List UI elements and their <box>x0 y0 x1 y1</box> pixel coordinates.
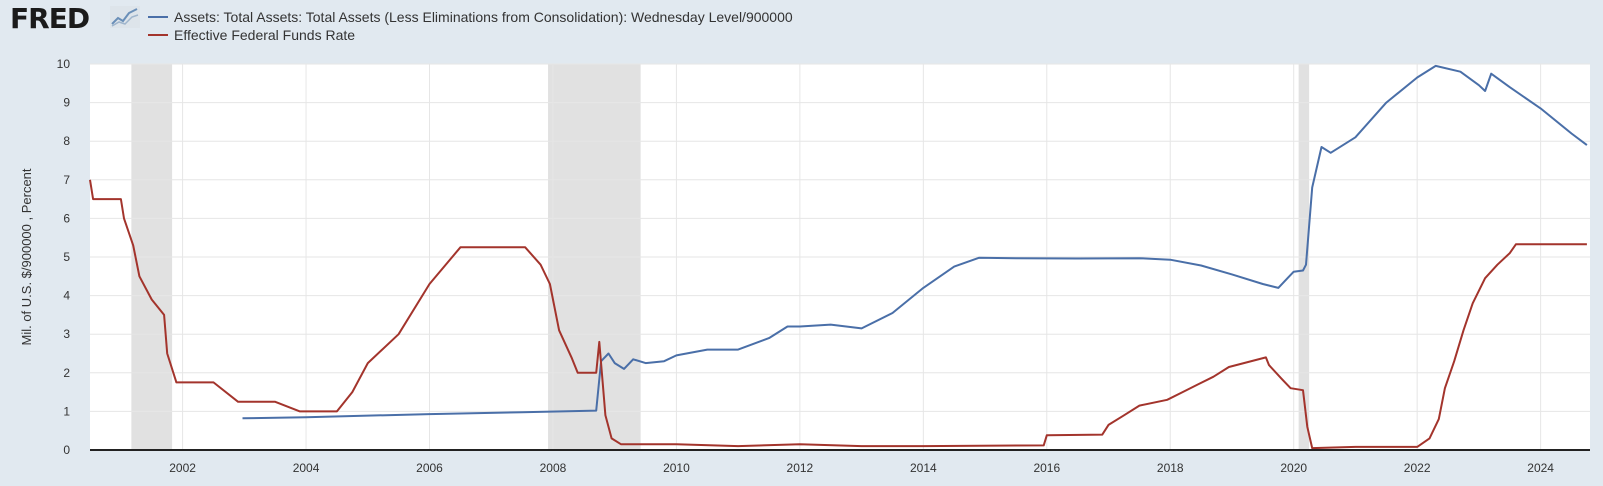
y-tick-label: 1 <box>63 404 70 418</box>
legend-item-fedfunds[interactable]: Effective Federal Funds Rate <box>148 26 793 44</box>
series-line-fedfunds[interactable] <box>89 179 1587 450</box>
x-tick-label: 2020 <box>1280 461 1307 475</box>
x-axis-ticks: 2002 2004 2006 2008 2010 2012 2014 2016 2018 2020… <box>169 461 1554 475</box>
legend-item-assets[interactable]: Assets: Total Assets: Total Assets (Less… <box>148 8 793 26</box>
x-tick-label: 2004 <box>293 461 320 475</box>
y-tick-label: 6 <box>63 211 70 225</box>
y-tick-label: 3 <box>63 327 70 341</box>
x-tick-label: 2022 <box>1404 461 1431 475</box>
gridlines <box>90 63 1590 450</box>
x-tick-label: 2010 <box>663 461 690 475</box>
y-tick-label: 10 <box>57 57 71 71</box>
series-lines <box>89 64 1588 450</box>
y-tick-label: 5 <box>63 250 70 264</box>
x-tick-label: 2006 <box>416 461 443 475</box>
x-tick-label: 2014 <box>910 461 937 475</box>
y-tick-label: 2 <box>63 366 70 380</box>
y-tick-label: 4 <box>63 289 70 303</box>
y-tick-label: 0 <box>63 443 70 457</box>
y-tick-label: 7 <box>63 173 70 187</box>
legend-swatch-assets <box>148 16 168 18</box>
y-tick-label: 9 <box>63 96 70 110</box>
x-tick-label: 2002 <box>169 461 196 475</box>
y-axis-ticks: 0 1 2 3 4 5 6 7 8 9 10 <box>57 57 71 457</box>
y-tick-label: 8 <box>63 134 70 148</box>
legend-label-assets: Assets: Total Assets: Total Assets (Less… <box>174 9 793 25</box>
x-tick-label: 2008 <box>540 461 567 475</box>
series-line-assets[interactable] <box>242 64 1588 420</box>
x-tick-label: 2012 <box>787 461 814 475</box>
chart-line-icon <box>110 6 140 28</box>
y-axis-label: Mil. of U.S. $/900000 , Percent <box>19 168 34 345</box>
x-tick-label: 2024 <box>1527 461 1554 475</box>
x-tick-label: 2016 <box>1033 461 1060 475</box>
legend-swatch-fedfunds <box>148 34 168 36</box>
x-tick-label: 2018 <box>1157 461 1184 475</box>
fred-logo-text: FRED <box>10 2 90 35</box>
legend-label-fedfunds: Effective Federal Funds Rate <box>174 27 356 43</box>
chart-legend: Assets: Total Assets: Total Assets (Less… <box>148 8 793 44</box>
